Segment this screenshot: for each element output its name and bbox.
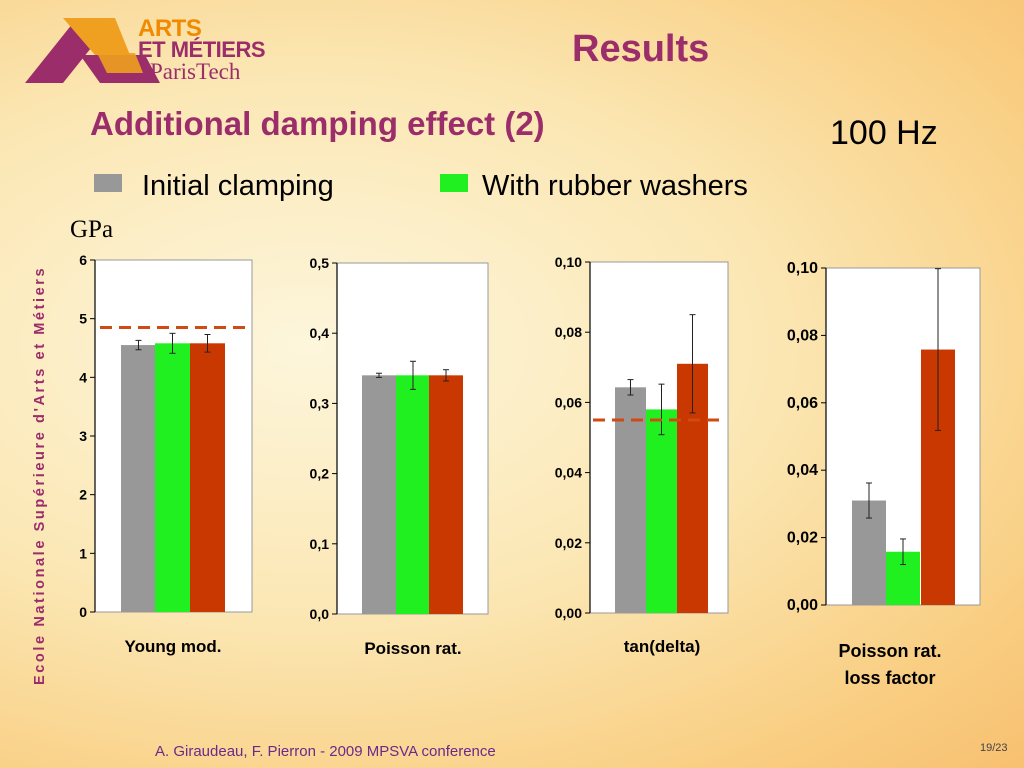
y-tick-label: 0,4	[310, 325, 330, 341]
unit-label: GPa	[70, 216, 114, 243]
y-tick-label: 0,0	[310, 606, 330, 622]
y-tick-label: 1	[79, 545, 87, 561]
y-tick-label: 0,10	[555, 254, 582, 270]
y-tick-label: 0,02	[787, 530, 818, 547]
page-title: Results	[572, 28, 710, 70]
frequency-label: 100 Hz	[830, 114, 938, 152]
y-tick-label: 0,06	[555, 394, 582, 410]
y-tick-label: 0,00	[787, 597, 818, 614]
y-tick-label: 3	[79, 428, 87, 444]
x-axis-label: Young mod.	[125, 637, 222, 656]
page-subtitle: Additional damping effect (2)	[90, 105, 545, 142]
bar-2-1	[362, 375, 396, 614]
arts-et-metiers-logo: ARTS ET MÉTIERS ParisTech	[25, 15, 290, 87]
bar-2-2	[396, 375, 430, 614]
bar-2-3	[429, 375, 463, 614]
y-tick-label: 6	[79, 252, 87, 268]
logo-text-et-metiers: ET MÉTIERS	[138, 37, 266, 62]
logo-mark-icon	[25, 18, 160, 83]
bar-3-2	[646, 409, 677, 613]
y-tick-label: 0,08	[555, 324, 582, 340]
y-tick-label: 0,5	[310, 255, 330, 271]
y-tick-label: 0,2	[310, 466, 330, 482]
y-tick-label: 0,1	[310, 536, 330, 552]
y-tick-label: 0,02	[555, 535, 582, 551]
y-tick-label: 4	[79, 369, 87, 385]
y-tick-label: 0,06	[787, 395, 818, 412]
legend-label-rubber: With rubber washers	[482, 170, 748, 202]
x-axis-label: Poisson rat.	[838, 641, 941, 661]
y-tick-label: 0,08	[787, 327, 818, 344]
logo-text-arts: ARTS	[138, 15, 202, 42]
legend-item-initial: Initial clamping	[94, 170, 334, 203]
logo-text-paristech: ParisTech	[150, 59, 241, 84]
y-tick-label: 0,10	[787, 260, 818, 277]
legend-item-rubber: With rubber washers	[440, 170, 748, 203]
y-tick-label: 0,00	[555, 605, 582, 621]
y-tick-label: 0,04	[555, 465, 582, 481]
footer-text: A. Giraudeau, F. Pierron - 2009 MPSVA co…	[155, 743, 496, 760]
y-tick-label: 0,04	[787, 462, 818, 479]
x-axis-label: Poisson rat.	[364, 639, 461, 658]
x-axis-label: tan(delta)	[624, 637, 701, 656]
x-axis-label: loss factor	[844, 668, 935, 688]
bar-1-3	[190, 343, 225, 612]
y-tick-label: 2	[79, 487, 87, 503]
legend-swatch-rubber	[440, 174, 468, 192]
bar-1-2	[155, 343, 190, 612]
page-number: 19/23	[980, 742, 1008, 754]
y-tick-label: 0,3	[310, 395, 330, 411]
y-tick-label: 0	[79, 604, 87, 620]
bar-1-1	[121, 345, 156, 612]
legend-swatch-initial	[94, 174, 122, 192]
bar-3-1	[615, 387, 646, 613]
legend-label-initial: Initial clamping	[142, 170, 334, 202]
y-tick-label: 5	[79, 311, 87, 327]
